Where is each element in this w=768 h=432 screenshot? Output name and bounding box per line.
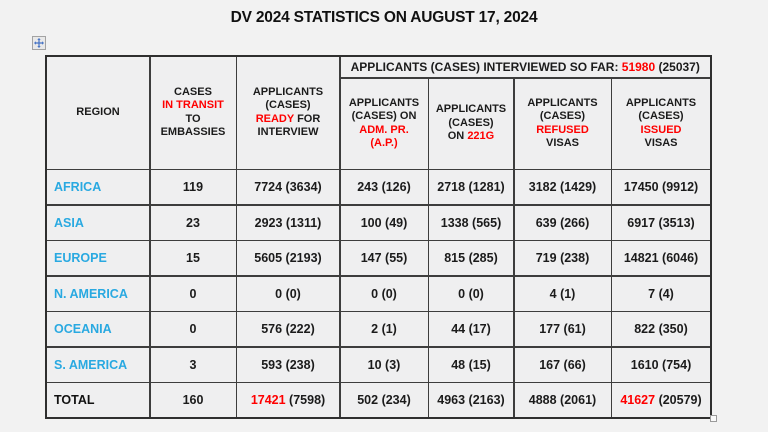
header-line: (CASES) [265,99,311,112]
refused-cell: 167 (66) [514,347,611,382]
adm-pr-cell: 243 (126) [340,170,428,204]
header-line: CASES [174,85,212,98]
refused-cell: 3182 (1429) [514,170,611,204]
refused-cell: 719 (238) [514,241,611,275]
221g-cell: 815 (285) [429,241,513,275]
header-line: READY FOR [255,112,321,125]
ready-cell: 2923 (1311) [237,205,339,240]
header-line: APPLICANTS [435,103,507,116]
header-line: VISAS [644,137,678,149]
header-line: EMBASSIES [160,126,226,139]
header-region: REGION [47,57,149,169]
header-line: APPLICANTS [625,96,697,109]
total-refused-cell: 4888 (2061) [514,383,611,417]
221g-cell: 1338 (565) [429,205,513,240]
total-label-cell: TOTAL [47,383,149,417]
region-cell-europe: EUROPE [47,241,149,275]
total-issued-cell: 41627 (20579) [612,383,710,417]
header-line: (CASES) [638,110,684,122]
issued-cell: 6917 (3513) [612,205,710,240]
total-adm-pr-cell: 502 (234) [340,383,428,417]
ready-cell: 0 (0) [237,276,339,311]
region-cell-s-america: S. AMERICA [47,347,149,382]
region-cell-asia: ASIA [47,205,149,240]
header-line: APPLICANTS [348,96,420,109]
header-line: IN TRANSIT [162,99,224,112]
221g-cell: 2718 (1281) [429,170,513,204]
header-line: TO [185,112,201,125]
header-line: (CASES) ON [351,110,417,122]
table-move-handle[interactable] [32,36,46,50]
header-line: (CASES) [448,116,494,129]
header-line: (CASES) [539,110,586,122]
header-line: VISAS [545,137,579,149]
header-ready-for-interview: APPLICANTS (CASES) READY FOR INTERVIEW [237,57,339,169]
header-line: ADM. PR. [359,123,409,136]
header-refused-visas: APPLICANTS (CASES) REFUSED VISAS [514,78,611,169]
header-line: ON 221G [447,130,495,143]
adm-pr-cell: 2 (1) [340,312,428,346]
adm-pr-cell: 10 (3) [340,347,428,382]
221g-cell: 0 (0) [429,276,513,311]
table-resize-handle[interactable] [710,415,717,422]
page-title: DV 2024 STATISTICS ON AUGUST 17, 2024 [230,9,538,26]
refused-cell: 4 (1) [514,276,611,311]
header-line: REFUSED [536,123,589,136]
adm-pr-cell: 0 (0) [340,276,428,311]
header-221g: APPLICANTS (CASES) ON 221G [429,78,513,169]
header-adm-pr: APPLICANTS (CASES) ON ADM. PR. (A.P.) [340,78,428,169]
dv-statistics-table: REGION CASES IN TRANSIT TO EMBASSIES APP… [45,55,712,419]
refused-cell: 177 (61) [514,312,611,346]
ready-cell: 576 (222) [237,312,339,346]
total-transit-cell: 160 [150,383,236,417]
move-icon [34,38,44,48]
total-ready-cell: 17421 (7598) [237,383,339,417]
total-221g-cell: 4963 (2163) [429,383,513,417]
221g-cell: 44 (17) [429,312,513,346]
header-issued-visas: APPLICANTS (CASES) ISSUED VISAS [612,78,710,169]
adm-pr-cell: 147 (55) [340,241,428,275]
header-line: ISSUED [640,123,682,136]
header-line: INTERVIEW [257,126,319,139]
header-cases-in-transit: CASES IN TRANSIT TO EMBASSIES [150,57,236,169]
issued-cell: 14821 (6046) [612,241,710,275]
issued-cell: 1610 (754) [612,347,710,382]
header-line: APPLICANTS [527,96,598,109]
adm-pr-cell: 100 (49) [340,205,428,240]
region-cell-oceania: OCEANIA [47,312,149,346]
region-cell-africa: AFRICA [47,170,149,204]
transit-cell: 15 [150,241,236,275]
transit-cell: 0 [150,312,236,346]
region-cell-n-america: N. AMERICA [47,276,149,311]
issued-cell: 17450 (9912) [612,170,710,204]
transit-cell: 0 [150,276,236,311]
refused-cell: 639 (266) [514,205,611,240]
header-line: (A.P.) [370,137,398,149]
header-line: APPLICANTS [252,85,324,98]
ready-cell: 5605 (2193) [237,241,339,275]
221g-cell: 48 (15) [429,347,513,382]
header-interviewed-so-far: APPLICANTS (CASES) INTERVIEWED SO FAR: 5… [340,57,710,77]
transit-cell: 23 [150,205,236,240]
issued-cell: 7 (4) [612,276,710,311]
transit-cell: 119 [150,170,236,204]
transit-cell: 3 [150,347,236,382]
issued-cell: 822 (350) [612,312,710,346]
ready-cell: 7724 (3634) [237,170,339,204]
ready-cell: 593 (238) [237,347,339,382]
